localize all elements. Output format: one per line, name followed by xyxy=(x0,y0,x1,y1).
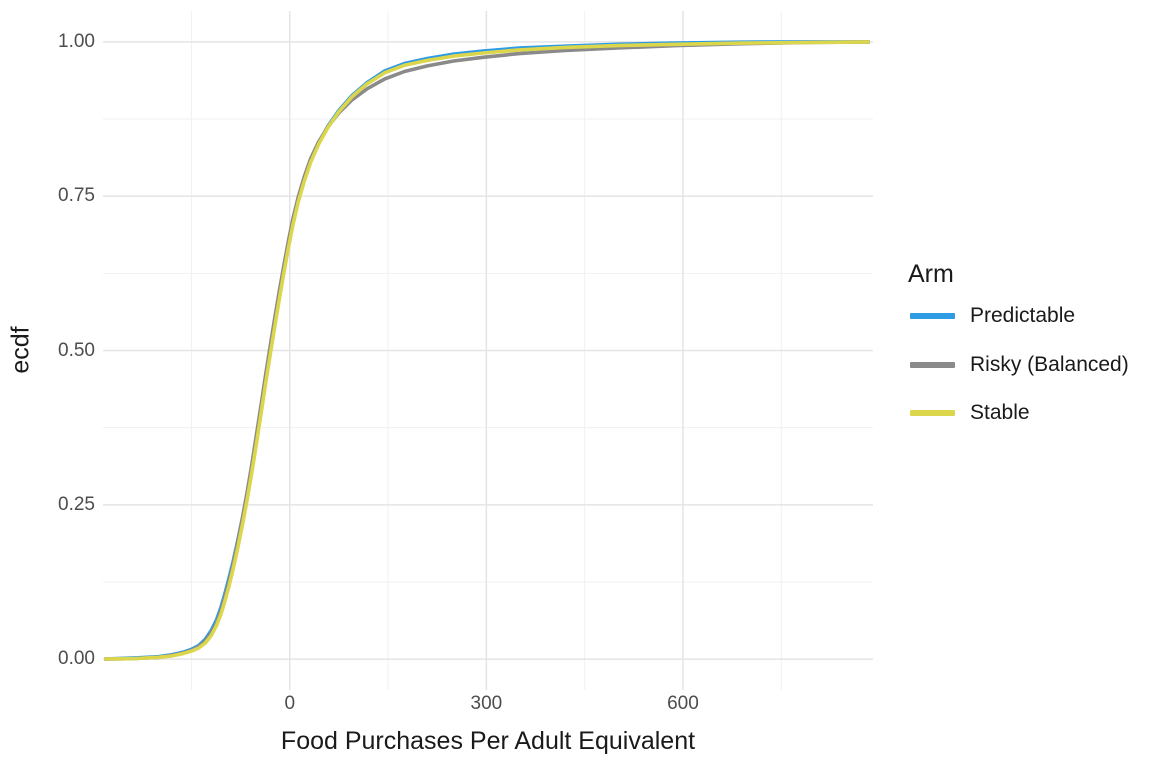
y-tick-label: 0.25 xyxy=(58,493,95,515)
y-tick-label: 0.75 xyxy=(58,185,95,207)
legend-entry-label: Predictable xyxy=(970,304,1076,327)
legend-entry-predictable: Predictable xyxy=(905,304,1075,328)
legend-entry-risky-balanced: Risky (Balanced) xyxy=(905,353,1129,377)
x-tick-label: 300 xyxy=(470,693,503,714)
legend-entry-stable: Stable xyxy=(905,401,1030,425)
y-tick-label: 0.50 xyxy=(58,339,95,361)
y-tick-label: 1.00 xyxy=(58,30,95,52)
y-tick-label: 0.00 xyxy=(58,648,95,670)
legend-entry-label: Stable xyxy=(970,401,1030,424)
y-axis-title: ecdf xyxy=(6,326,35,374)
legend-key-line-icon xyxy=(910,313,955,319)
legend-key-line-icon xyxy=(910,410,955,416)
legend-key-line-icon xyxy=(910,361,955,368)
x-axis-title: Food Purchases Per Adult Equivalent xyxy=(280,727,696,755)
legend: Arm Predictable Risky (Balanced) Stable xyxy=(905,260,1150,440)
legend-title: Arm xyxy=(908,260,954,288)
ecdf-line-stable xyxy=(104,40,870,661)
x-tick-label: 0 xyxy=(284,693,296,714)
legend-entry-label: Risky (Balanced) xyxy=(970,352,1129,376)
x-tick-label: 600 xyxy=(667,693,699,714)
